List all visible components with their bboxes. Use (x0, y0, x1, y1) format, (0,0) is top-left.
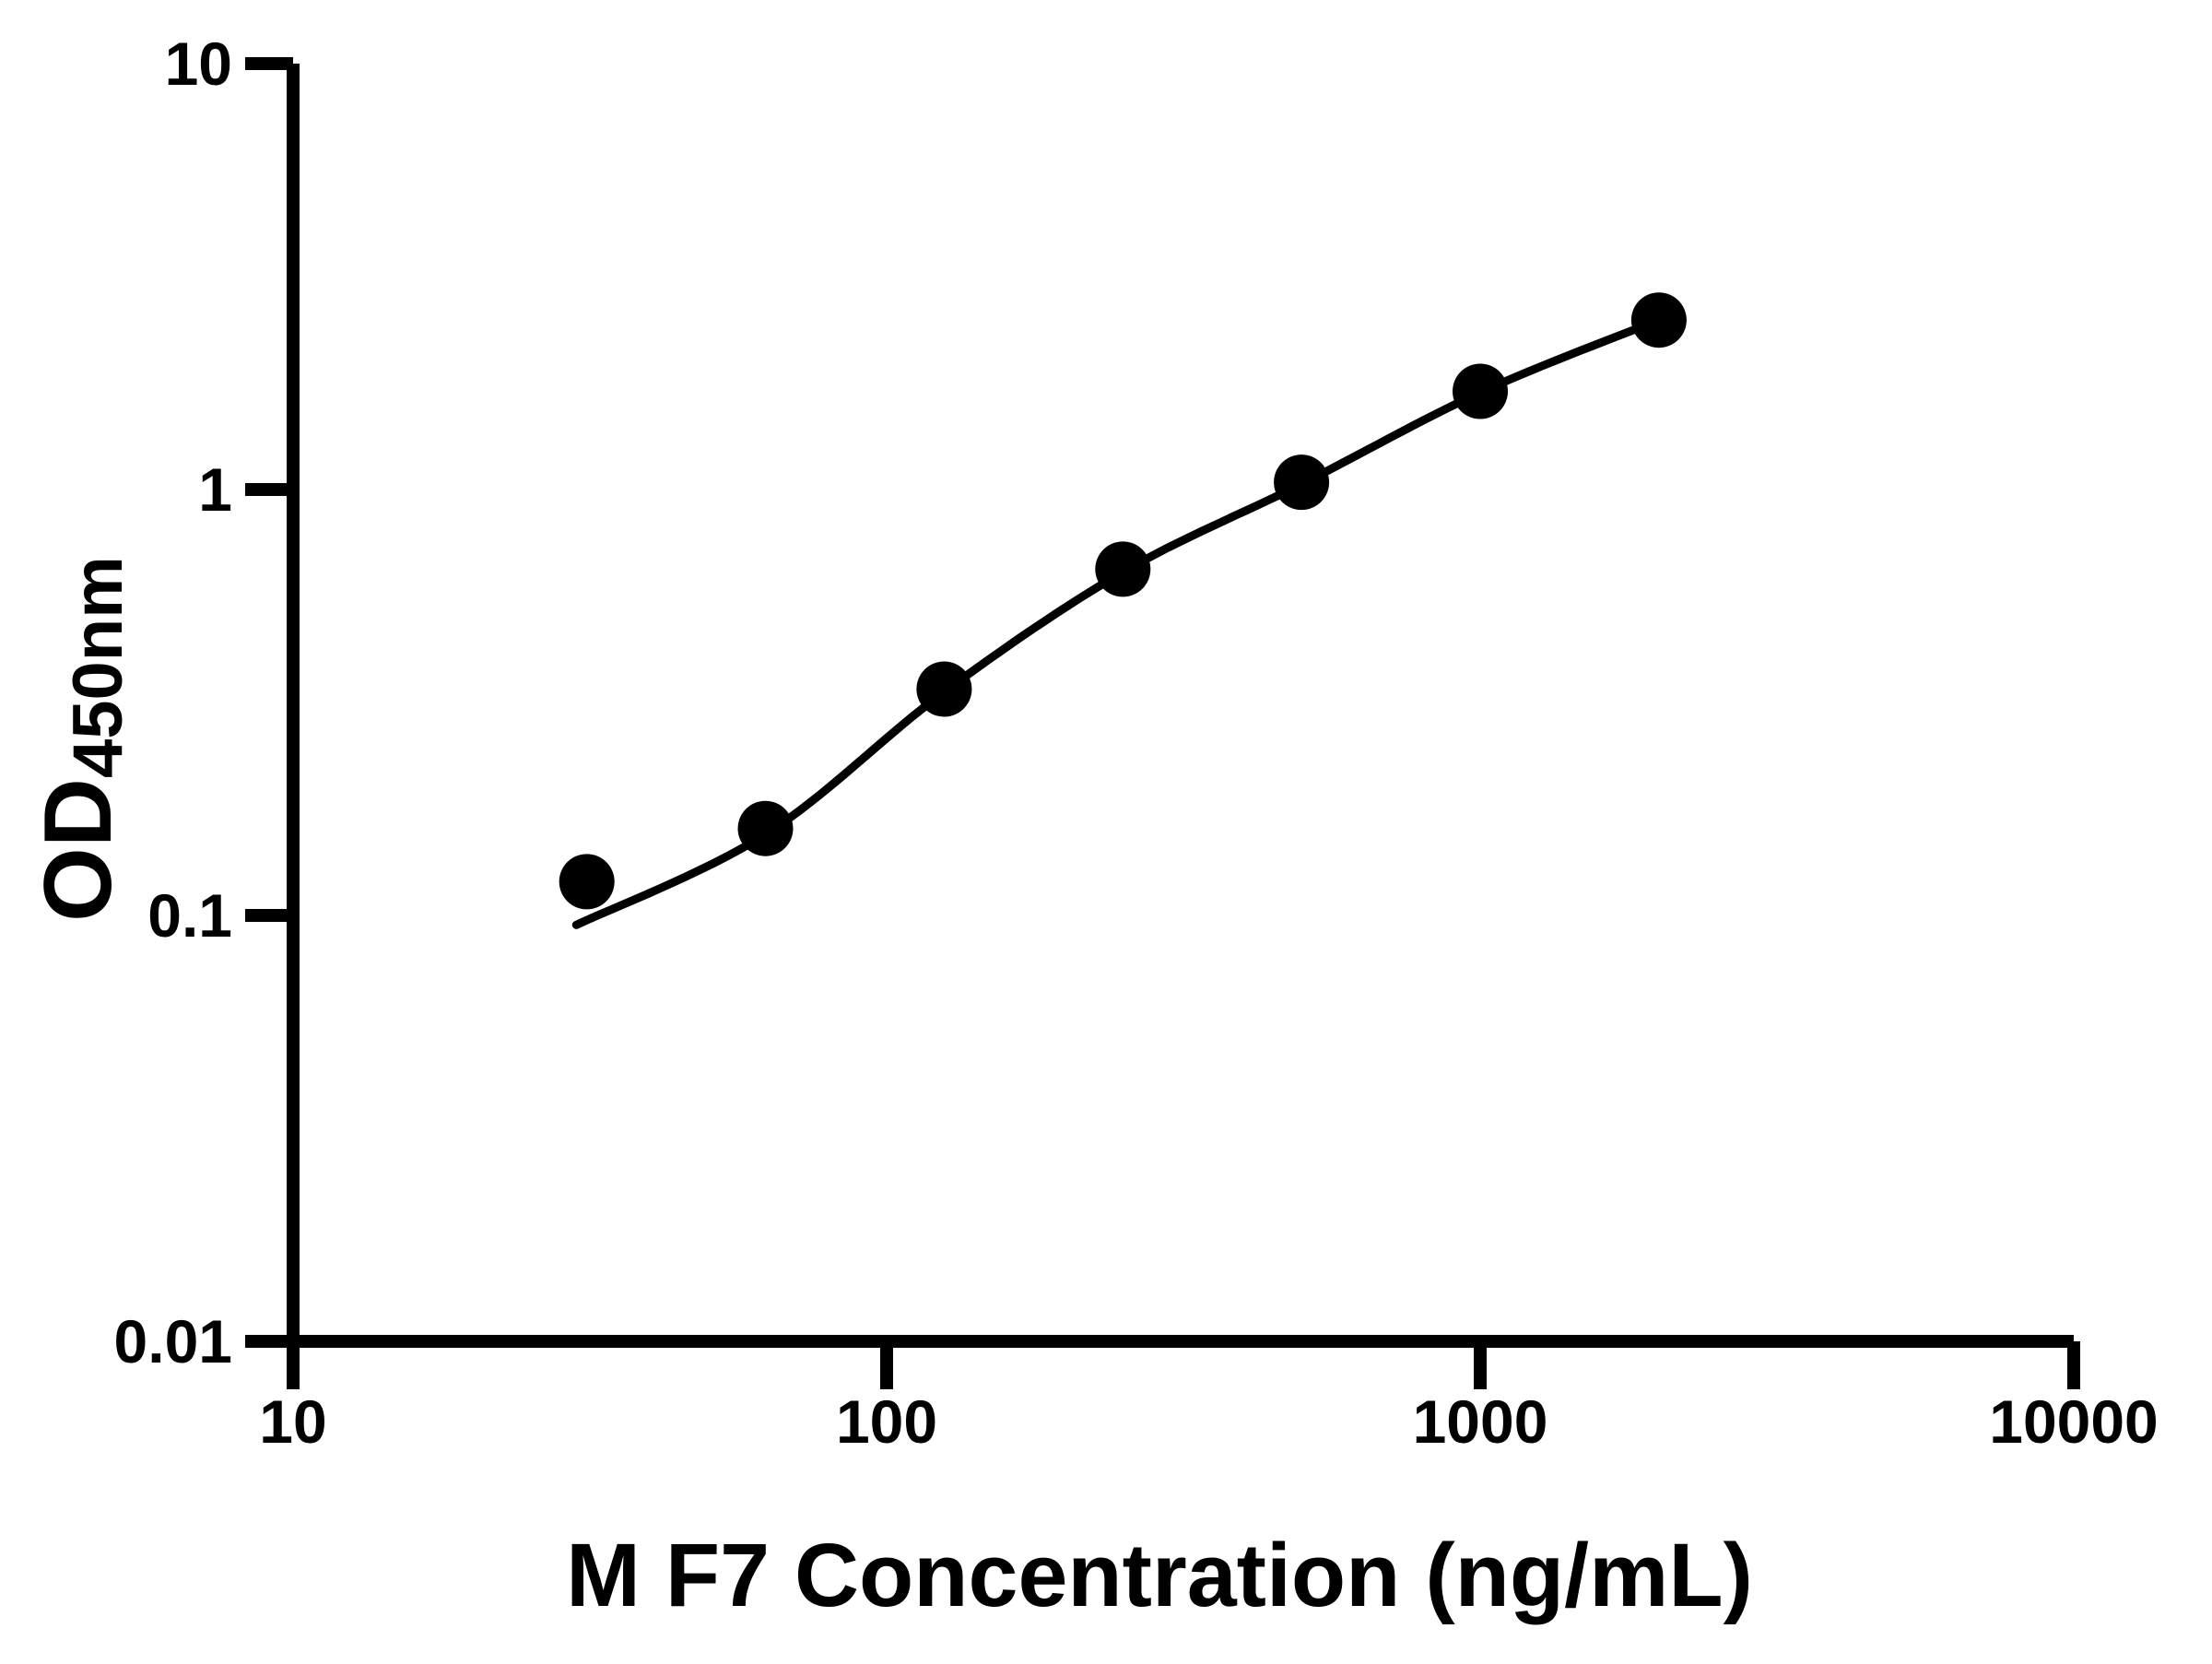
axes (245, 57, 2080, 1389)
data-point (1453, 363, 1508, 419)
data-points-layer (559, 292, 1687, 910)
data-point (1095, 541, 1151, 597)
data-point (737, 800, 794, 856)
y-tick-label: 10 (165, 30, 232, 98)
x-axis-title: M F7 Concentration (ng/mL) (566, 1525, 1753, 1625)
x-tick-label: 10 (259, 1387, 326, 1456)
data-point (916, 661, 972, 717)
data-point (559, 854, 615, 910)
y-tick-label: 0.1 (147, 881, 232, 950)
data-point (1630, 292, 1687, 348)
data-point (1274, 454, 1330, 511)
x-tick-label: 1000 (1413, 1387, 1548, 1456)
x-tick-label: 100 (836, 1387, 937, 1456)
y-axis-title-subscript: 450nm (59, 556, 137, 778)
x-tick-label: 10000 (1989, 1387, 2159, 1456)
y-tick-label: 1 (198, 455, 232, 524)
y-axis-title: OD450nm (25, 556, 137, 922)
y-axis-title-main: OD (25, 778, 132, 922)
tick-labels: 10 100 1000 10000 0.01 0.1 1 10 (114, 30, 2159, 1456)
y-tick-label: 0.01 (114, 1307, 232, 1375)
